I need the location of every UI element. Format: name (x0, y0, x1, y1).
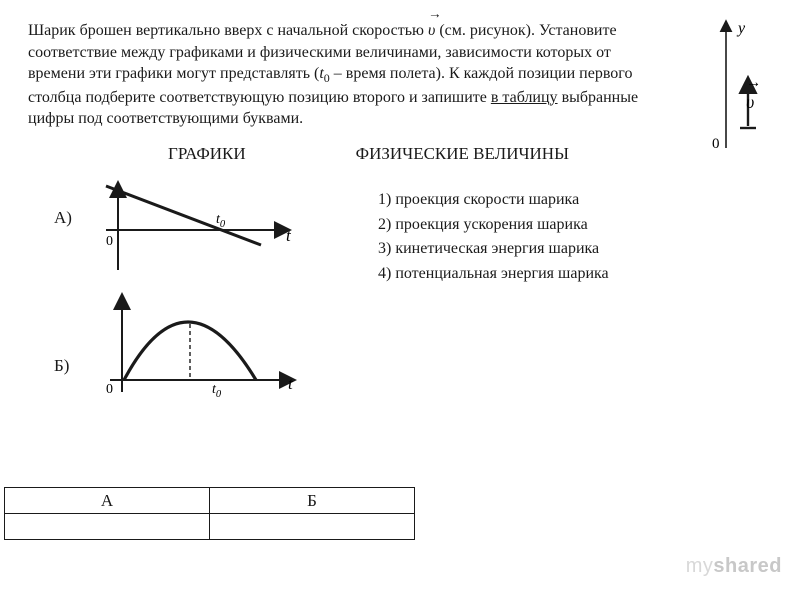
watermark: myshared (686, 555, 782, 578)
graph-a-t0: t0 (216, 212, 225, 230)
graph-a: А) 0 t t0 (56, 180, 306, 285)
table-cell-a[interactable] (5, 514, 210, 540)
label-a: А) (54, 208, 72, 228)
header-quantities: ФИЗИЧЕСКИЕ ВЕЛИЧИНЫ (356, 144, 569, 164)
wm-shared: shared (713, 555, 782, 577)
header-graphs: ГРАФИКИ (168, 144, 246, 164)
table-row (5, 514, 415, 540)
graphs-area: А) 0 t t0 Б) (28, 172, 772, 422)
graph-b-zero: 0 (106, 382, 113, 398)
quantity-4: 4) потенциальная энергия шарика (378, 262, 609, 287)
problem-text: Шарик брошен вертикально вверх с начальн… (28, 20, 668, 130)
vec-v: →υ (428, 22, 435, 39)
quantity-2: 2) проекция ускорения шарика (378, 213, 609, 238)
table-header-a: А (5, 488, 210, 514)
axis-diagram: y →υ 0 (708, 18, 768, 158)
label-b: Б) (54, 356, 69, 376)
wm-my: my (686, 555, 714, 577)
graph-b-t0: t0 (212, 382, 221, 400)
axis-y-label: y (738, 20, 745, 38)
graph-a-zero: 0 (106, 234, 113, 250)
column-headers: ГРАФИКИ ФИЗИЧЕСКИЕ ВЕЛИЧИНЫ (28, 144, 772, 164)
axis-zero: 0 (712, 136, 720, 153)
quantity-3: 3) кинетическая энергия шарика (378, 237, 609, 262)
graph-a-t: t (286, 226, 291, 246)
table-row: А Б (5, 488, 415, 514)
graph-b-t: t (288, 374, 293, 394)
table-header-b: Б (210, 488, 415, 514)
vec-v-letter: υ (428, 22, 435, 39)
axis-v-label: →υ (746, 92, 754, 113)
quantities-list: 1) проекция скорости шарика 2) проекция … (378, 188, 609, 287)
answer-table: А Б (4, 487, 415, 540)
underlined: в таблицу (491, 89, 558, 106)
table-cell-b[interactable] (210, 514, 415, 540)
p-pre: Шарик брошен вертикально вверх с начальн… (28, 22, 428, 39)
quantity-1: 1) проекция скорости шарика (378, 188, 609, 213)
graph-b: Б) 0 t t0 (56, 292, 306, 407)
